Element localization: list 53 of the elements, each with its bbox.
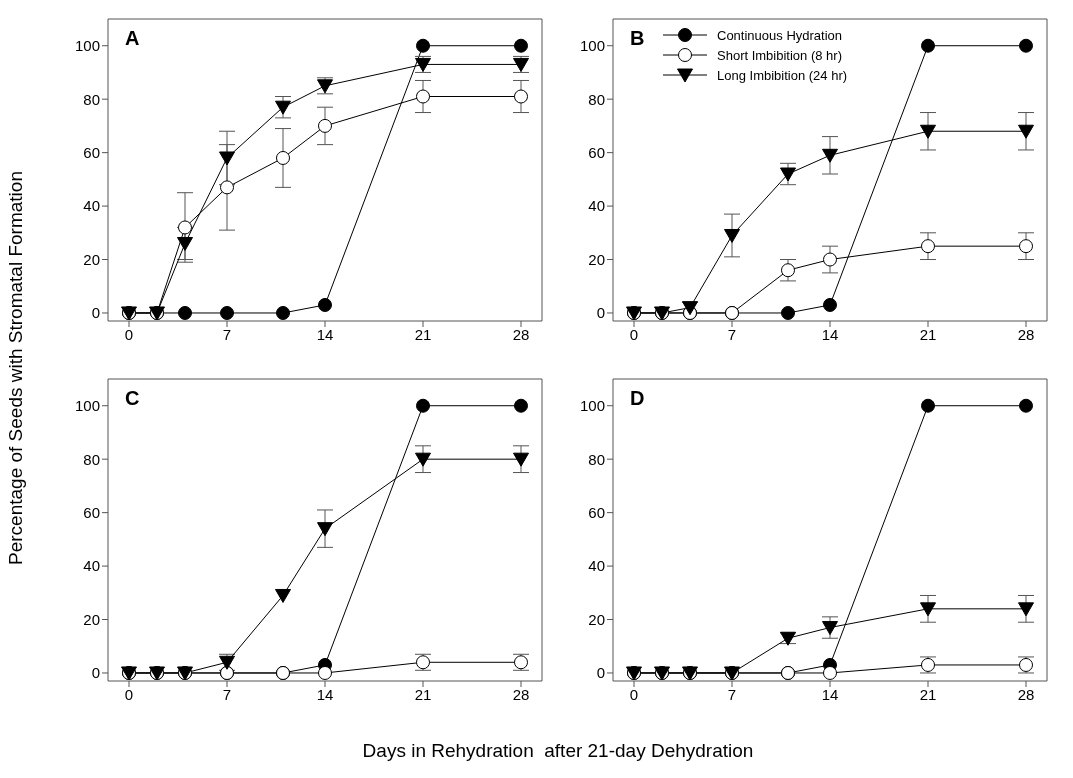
y-tick-label: 40 — [588, 557, 605, 575]
legend-label: Long Imbibition (24 hr) — [717, 67, 848, 83]
x-tick-label: 14 — [821, 685, 839, 703]
y-tick-label: 40 — [83, 557, 100, 575]
x-tick-label: 21 — [919, 325, 937, 343]
x-tick-label: 0 — [629, 325, 639, 343]
y-tick-label: 80 — [83, 90, 100, 108]
y-tick-label: 0 — [596, 664, 605, 682]
y-tick-label: 80 — [83, 450, 100, 468]
chart-title: C — [125, 387, 140, 410]
x-tick-label: 14 — [821, 325, 839, 343]
legend-label: Continuous Hydration — [717, 27, 843, 43]
x-tick-label: 0 — [629, 685, 639, 703]
y-axis-title: Percentage of Seeds with Stromatal Formation — [5, 171, 27, 565]
x-tick-label: 21 — [414, 325, 432, 343]
y-tick-label: 20 — [588, 250, 605, 268]
y-tick-label: 0 — [91, 664, 100, 682]
x-tick-label: 0 — [124, 685, 134, 703]
y-tick-label: 100 — [74, 397, 100, 415]
y-tick-label: 40 — [588, 197, 605, 215]
y-tick-label: 40 — [83, 197, 100, 215]
y-tick-label: 100 — [579, 397, 605, 415]
y-tick-label: 20 — [83, 610, 100, 628]
y-tick-label: 60 — [588, 503, 605, 521]
x-tick-label: 28 — [1017, 325, 1035, 343]
y-tick-label: 20 — [588, 610, 605, 628]
x-tick-label: 0 — [124, 325, 134, 343]
chart-title: D — [630, 387, 645, 410]
legend-label: Short Imbibition (8 hr) — [717, 47, 842, 63]
x-tick-label: 21 — [919, 685, 937, 703]
x-tick-label: 28 — [512, 685, 530, 703]
y-tick-label: 60 — [588, 143, 605, 161]
x-tick-label: 14 — [316, 325, 334, 343]
y-tick-label: 60 — [83, 503, 100, 521]
x-tick-label: 28 — [1017, 685, 1035, 703]
y-tick-label: 20 — [83, 250, 100, 268]
x-tick-label: 7 — [222, 325, 232, 343]
x-tick-label: 7 — [727, 325, 737, 343]
y-tick-label: 100 — [579, 37, 605, 55]
y-tick-label: 80 — [588, 450, 605, 468]
x-tick-label: 21 — [414, 685, 432, 703]
y-tick-label: 80 — [588, 90, 605, 108]
y-tick-label: 60 — [83, 143, 100, 161]
x-tick-label: 7 — [222, 685, 232, 703]
chart-title: A — [125, 27, 140, 50]
x-axis-title: Days in Rehydration after 21-day Dehydration — [361, 740, 755, 762]
y-tick-label: 0 — [596, 304, 605, 322]
x-tick-label: 7 — [727, 685, 737, 703]
x-tick-label: 14 — [316, 685, 334, 703]
y-tick-label: 100 — [74, 37, 100, 55]
chart-title: B — [630, 27, 645, 50]
y-tick-label: 0 — [91, 304, 100, 322]
x-tick-label: 28 — [512, 325, 530, 343]
